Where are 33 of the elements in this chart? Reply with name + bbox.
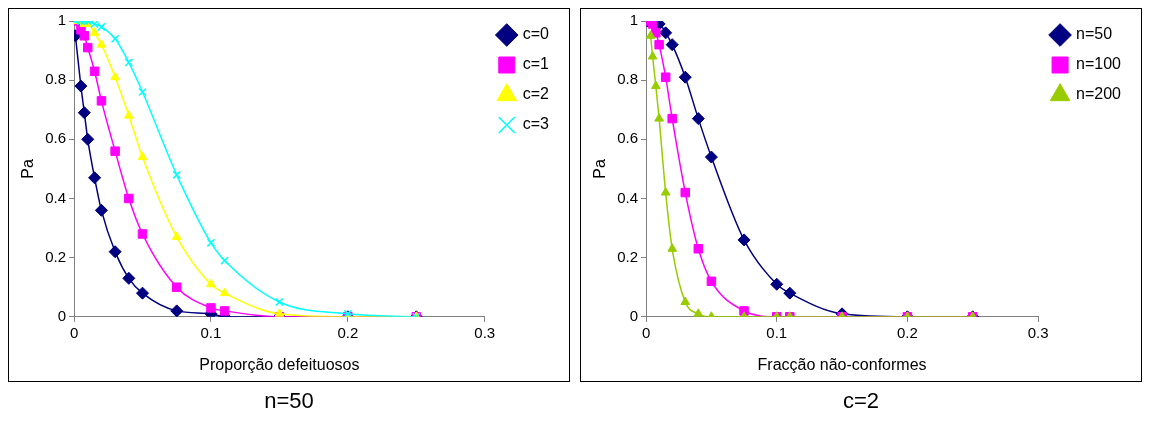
x-tick-label: 0.2 [896,323,918,341]
y-tick-label: 0.8 [45,70,67,88]
x-axis-title: Proporção defeituosos [199,355,360,373]
y-tick-label: 1 [629,11,639,29]
legend-label: n=100 [1076,55,1122,73]
legend-label: c=3 [522,115,550,133]
x-tick-label: 0.3 [1027,323,1049,341]
legend-label: n=50 [1076,25,1113,43]
y-tick-label: 1 [57,11,67,29]
x-axis-title: Fracção não-conformes [757,355,927,373]
y-tick-label: 0.8 [617,70,639,88]
y-tick-label: 0.6 [45,129,67,147]
text: c=2 [841,388,881,414]
y-tick-label: 0.2 [617,247,639,265]
x-tick-label: 0.1 [200,323,222,341]
x-tick-label: 0 [641,323,651,341]
y-axis-title: Pa [19,159,37,179]
x-tick-label: 0.3 [474,323,496,341]
y-tick-label: 0.6 [617,129,639,147]
legend-label: c=2 [522,85,550,103]
legend-label: c=0 [522,25,550,43]
x-tick-label: 0 [69,323,79,341]
x-tick-label: 0.1 [766,323,788,341]
y-tick-label: 0 [629,306,639,324]
y-tick-label: 0.4 [45,188,67,206]
x-tick-label: 0.2 [337,323,359,341]
legend-label: n=200 [1076,85,1122,103]
y-axis-title: Pa [591,159,609,179]
legend-label: c=1 [522,55,550,73]
y-tick-label: 0.4 [617,188,639,206]
y-tick-label: 0 [57,306,67,324]
text: n=50 [263,388,315,414]
y-tick-label: 0.2 [45,247,67,265]
